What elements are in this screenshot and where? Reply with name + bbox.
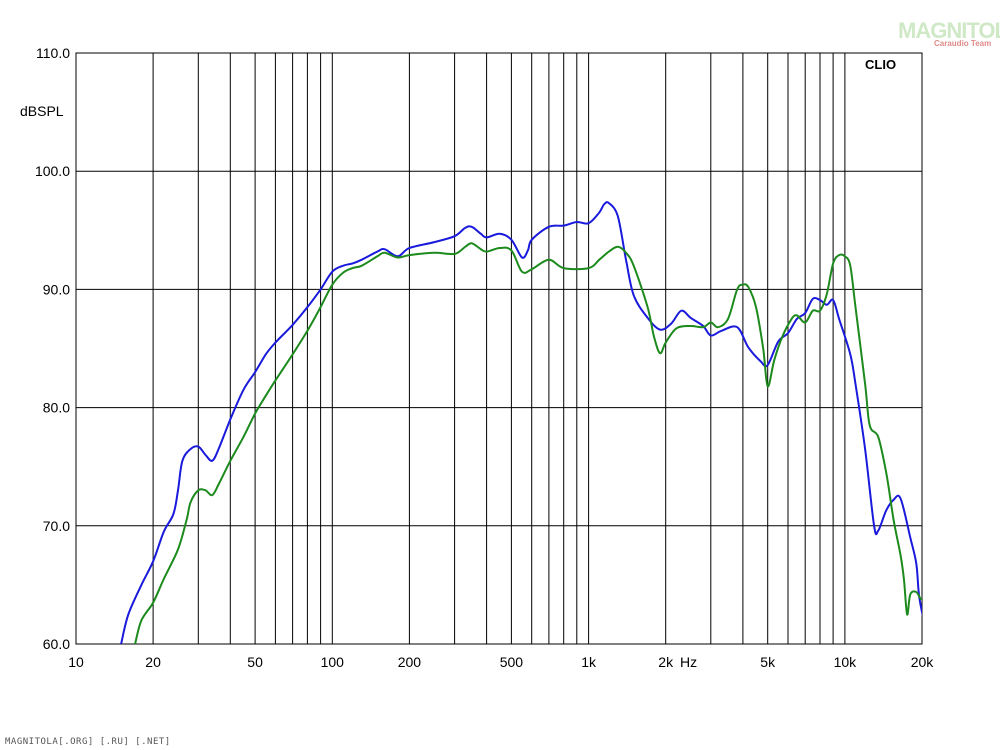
y-tick-label: 90.0: [43, 281, 70, 297]
x-tick-label: 100: [321, 654, 345, 670]
series-lines: [120, 201, 922, 644]
x-tick-label: 1k: [581, 654, 597, 670]
x-tick-labels: 10 20 50 100 200 500 1k 2k 5k 10k 20k: [68, 654, 934, 670]
x-axis-label: Hz: [680, 654, 697, 670]
grid-lines: [76, 53, 922, 644]
plot-area: [75, 52, 923, 645]
y-tick-label: 110.0: [36, 45, 70, 61]
x-tick-label: 200: [398, 654, 422, 670]
series-line-1: [120, 201, 922, 644]
y-tick-label: 100.0: [35, 163, 70, 179]
y-tick-label: 60.0: [43, 636, 70, 652]
svg-text:MAGNITOLA: MAGNITOLA: [898, 18, 1000, 43]
magnitola-logo: MAGNITOLA Caraudio Team: [898, 18, 1000, 48]
x-tick-label: 2k: [658, 654, 674, 670]
x-tick-label: 500: [500, 654, 524, 670]
x-tick-label: 20k: [911, 654, 935, 670]
x-tick-label: 50: [247, 654, 263, 670]
x-tick-label: 20: [145, 654, 161, 670]
y-tick-labels: 110.0 100.0 90.0 80.0 70.0 60.0: [35, 45, 70, 652]
x-tick-label: 10k: [834, 654, 858, 670]
series-line-2: [134, 242, 922, 644]
x-tick-label: 10: [68, 654, 84, 670]
y-tick-label: 80.0: [43, 400, 70, 416]
clio-brand-label: CLIO: [865, 57, 896, 72]
footer-watermark-text: MAGNITOLA[.ORG] [.RU] [.NET]: [5, 737, 171, 747]
y-axis-label: dBSPL: [20, 103, 64, 119]
x-tick-label: 5k: [760, 654, 776, 670]
svg-text:Caraudio Team: Caraudio Team: [934, 39, 991, 48]
y-tick-label: 70.0: [43, 518, 70, 534]
